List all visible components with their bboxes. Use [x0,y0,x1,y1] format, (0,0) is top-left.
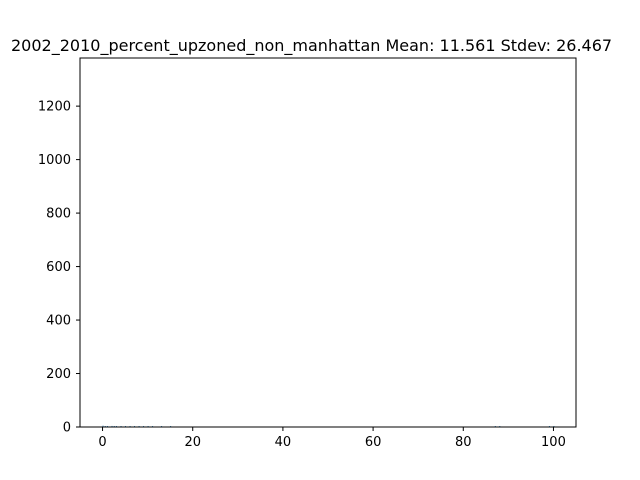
x-tick-label-20: 20 [184,435,201,450]
y-tick-label-400: 400 [46,314,71,329]
y-tick-label-800: 800 [46,207,71,222]
y-axis: 0 200 400 600 800 1000 1200 [38,100,80,436]
x-tick-label-40: 40 [275,435,292,450]
x-tick-label-0: 0 [98,435,106,450]
y-tick-label-0: 0 [63,421,71,436]
chart-title: 2002_2010_percent_upzoned_non_manhattan … [11,36,612,56]
histogram-bar-3 [111,425,113,427]
x-axis: 0 20 40 60 80 100 [98,427,566,450]
x-tick-label-100: 100 [541,435,566,450]
x-tick-label-80: 80 [455,435,472,450]
y-tick-label-600: 600 [46,260,71,275]
histogram-bar-0 [102,425,104,427]
x-tick-label-60: 60 [365,435,382,450]
y-tick-label-1200: 1200 [38,100,71,115]
y-tick-label-200: 200 [46,367,71,382]
plot-frame [79,57,577,428]
y-tick-label-1000: 1000 [38,153,71,168]
